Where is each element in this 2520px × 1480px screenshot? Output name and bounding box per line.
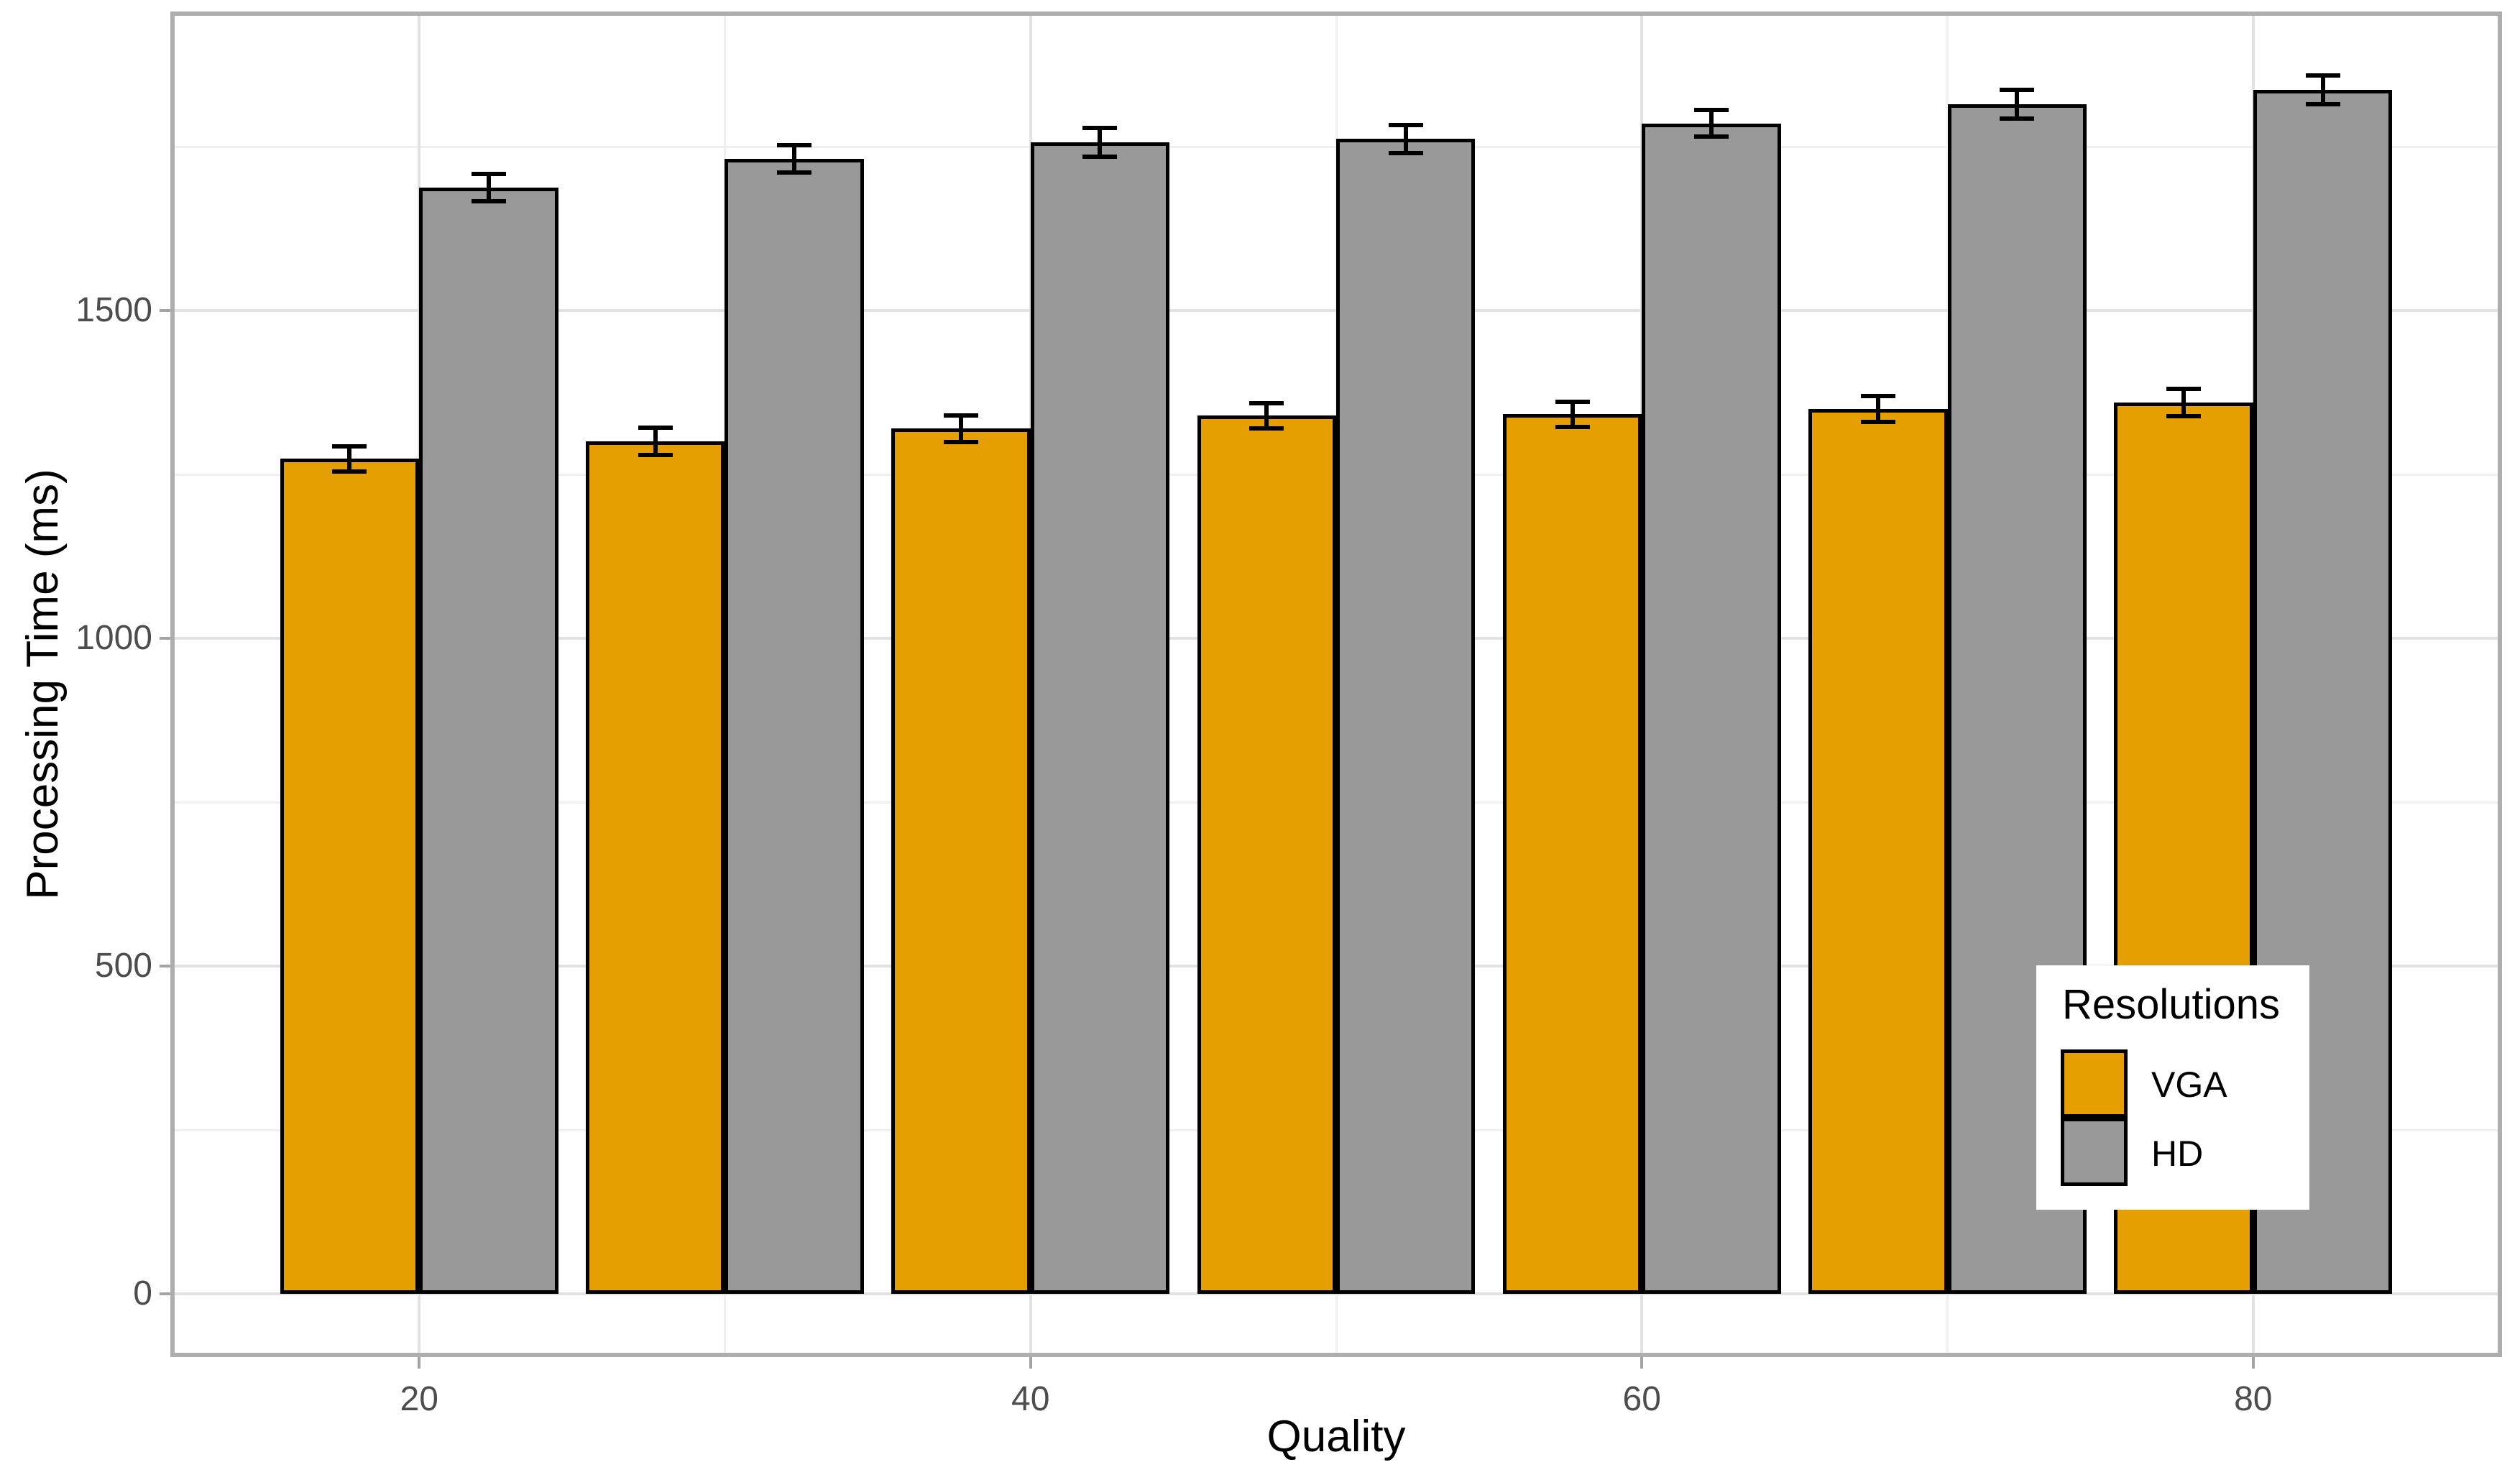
error-bar-cap-bottom — [1860, 420, 1895, 425]
bar-hd — [1030, 142, 1170, 1294]
error-bar-cap-top — [1249, 400, 1284, 405]
error-bar-line — [1403, 125, 1408, 153]
x-axis-title: Quality — [1266, 1412, 1406, 1461]
error-bar-cap-bottom — [332, 469, 367, 474]
error-bar-cap-top — [332, 444, 367, 449]
error-bar-line — [1098, 127, 1103, 157]
x-tick-label: 80 — [2234, 1380, 2273, 1418]
error-bar-cap-top — [777, 142, 812, 147]
legend-title: Resolutions — [2062, 981, 2281, 1028]
bar-hd — [725, 158, 864, 1294]
error-bar-line — [1875, 395, 1880, 423]
x-tick-label: 60 — [1622, 1380, 1661, 1418]
gridline-major-y — [175, 1292, 2498, 1295]
error-bar-cap-top — [1694, 108, 1729, 113]
error-bar-cap-top — [943, 413, 978, 418]
error-bar-cap-bottom — [2166, 414, 2202, 419]
error-bar-cap-bottom — [1388, 150, 1423, 155]
error-bar-cap-top — [2305, 73, 2340, 78]
bar-hd — [419, 187, 558, 1294]
error-bar-cap-top — [638, 425, 673, 430]
y-tick-mark — [160, 309, 171, 313]
bar-vga — [280, 459, 420, 1294]
error-bar-cap-bottom — [2305, 102, 2340, 107]
x-tick-mark — [2251, 1357, 2255, 1369]
error-bar-cap-top — [2166, 386, 2202, 391]
x-tick-mark — [418, 1357, 421, 1369]
x-tick-label: 20 — [400, 1380, 438, 1418]
error-bar-cap-top — [1555, 400, 1590, 405]
x-tick-mark — [1029, 1357, 1032, 1369]
y-tick-mark — [160, 1292, 171, 1295]
bar-vga — [1197, 415, 1336, 1294]
error-bar-cap-top — [1388, 123, 1423, 128]
error-bar-line — [792, 144, 797, 173]
error-bar-cap-bottom — [777, 170, 812, 175]
x-tick-mark — [1640, 1357, 1644, 1369]
error-bar-cap-bottom — [471, 199, 506, 204]
error-bar-line — [1709, 110, 1714, 137]
legend-label-hd: HD — [2151, 1134, 2204, 1174]
error-bar-line — [1570, 402, 1575, 427]
error-bar-line — [2181, 388, 2186, 417]
bar-vga — [1502, 414, 1642, 1294]
error-bar-cap-bottom — [638, 452, 673, 457]
error-bar-cap-top — [1860, 393, 1895, 398]
bar-vga — [891, 428, 1031, 1294]
bar-hd — [1336, 139, 1476, 1294]
y-tick-mark — [160, 637, 171, 640]
error-bar-cap-top — [471, 171, 506, 176]
error-bar-cap-bottom — [1555, 424, 1590, 429]
legend-swatch-hd — [2061, 1118, 2128, 1186]
bar-vga — [585, 441, 725, 1294]
y-tick-mark — [160, 965, 171, 968]
error-bar-cap-bottom — [1694, 134, 1729, 139]
bar-hd — [1642, 123, 1781, 1294]
x-tick-label: 40 — [1011, 1380, 1050, 1418]
error-bar-line — [347, 446, 352, 472]
error-bar-line — [1264, 403, 1269, 428]
error-bar-cap-bottom — [1249, 426, 1284, 431]
y-tick-label: 1000 — [75, 619, 152, 658]
bar-vga — [1808, 409, 1948, 1294]
error-bar-line — [486, 173, 491, 202]
y-tick-label: 500 — [94, 947, 152, 985]
y-axis-title: Processing Time (ms) — [18, 469, 68, 900]
error-bar-line — [653, 427, 658, 455]
error-bar-line — [2320, 75, 2325, 105]
error-bar-cap-bottom — [943, 439, 978, 444]
legend: Resolutions VGA HD — [2036, 965, 2309, 1210]
error-bar-cap-bottom — [1082, 155, 1118, 160]
error-bar-line — [2015, 90, 2020, 119]
legend-label-vga: VGA — [2151, 1065, 2227, 1105]
legend-swatch-vga — [2061, 1049, 2128, 1118]
error-bar-line — [958, 415, 963, 442]
error-bar-cap-top — [2000, 88, 2035, 93]
y-tick-label: 1500 — [75, 291, 152, 330]
error-bar-cap-bottom — [2000, 116, 2035, 121]
error-bar-cap-top — [1082, 125, 1118, 130]
y-tick-label: 0 — [133, 1274, 152, 1313]
